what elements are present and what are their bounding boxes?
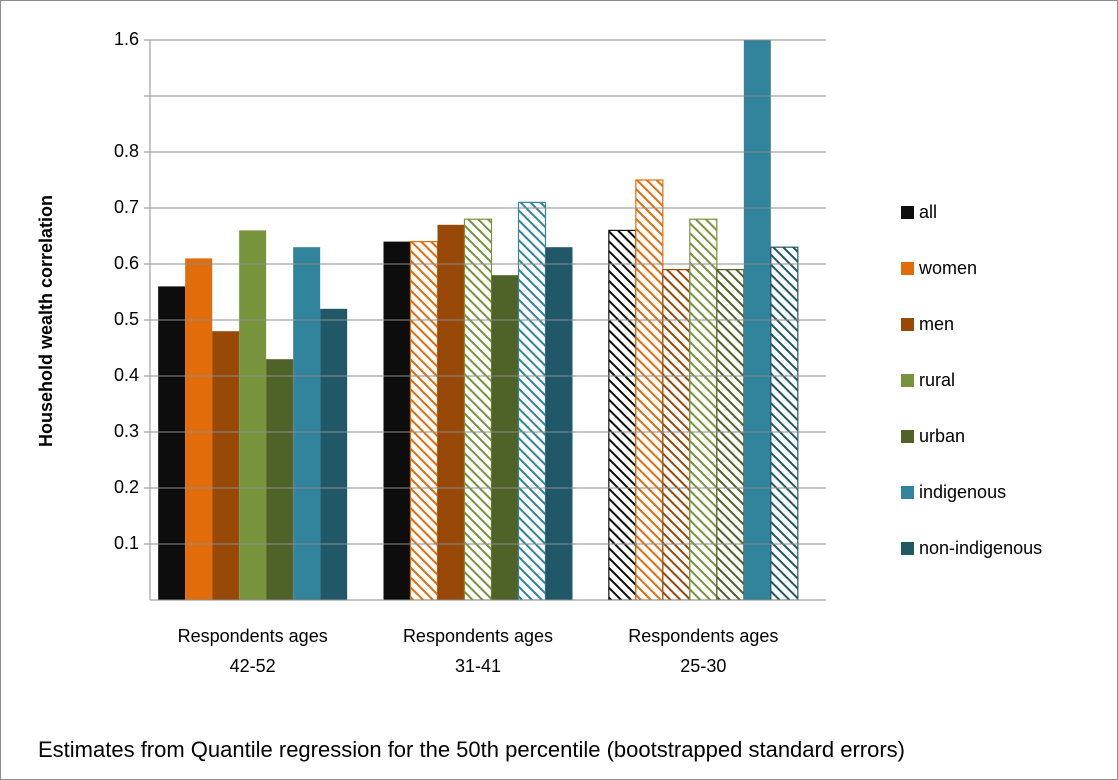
y-tick-label: 0.1 <box>114 533 139 553</box>
bar <box>689 218 718 600</box>
bar <box>185 258 213 600</box>
bar <box>409 241 439 600</box>
bar <box>212 331 240 600</box>
bar <box>770 246 799 600</box>
bar <box>635 179 664 600</box>
legend-label: all <box>919 202 937 222</box>
legend-swatch <box>901 430 914 443</box>
bar <box>743 40 771 600</box>
legend-swatch <box>901 318 914 331</box>
legend-label: women <box>918 258 977 278</box>
legend-swatch <box>901 206 914 219</box>
bar <box>517 201 547 600</box>
legend-label: men <box>919 314 954 334</box>
bar <box>463 218 493 600</box>
y-tick-label: 0.3 <box>114 421 139 441</box>
legend-swatch <box>901 486 914 499</box>
y-axis-title: Household wealth correlation <box>36 195 56 447</box>
legend-label: non-indigenous <box>919 538 1042 558</box>
y-tick-label: 0.5 <box>114 309 139 329</box>
bar <box>293 247 321 600</box>
bar <box>383 241 411 600</box>
y-tick-label: 0.4 <box>114 365 139 385</box>
y-tick-label: 0.2 <box>114 477 139 497</box>
x-tick-label: Respondents ages 31-41 <box>402 626 554 676</box>
x-tick-label: Respondents ages 42-52 <box>177 626 328 676</box>
legend-label: indigenous <box>919 482 1006 502</box>
bar <box>158 286 186 600</box>
y-tick-label: 0.8 <box>114 141 139 161</box>
legend-label: urban <box>919 426 965 446</box>
bar <box>437 224 465 600</box>
bar <box>662 269 691 600</box>
footnote: Estimates from Quantile regression for t… <box>38 737 905 762</box>
bar <box>545 247 573 600</box>
bar <box>491 275 519 600</box>
bar <box>608 229 637 600</box>
bar <box>716 269 745 600</box>
y-tick-label: 0.7 <box>114 197 139 217</box>
legend-swatch <box>901 262 914 275</box>
legend-label: rural <box>919 370 955 390</box>
legend-swatch <box>901 374 914 387</box>
y-tick-label: 0.6 <box>114 253 139 273</box>
bar <box>239 230 267 600</box>
x-tick-label: Respondents ages 25-30 <box>628 626 779 676</box>
bar <box>266 359 294 600</box>
legend-swatch <box>901 542 914 555</box>
y-tick-label: 1.6 <box>114 29 139 49</box>
bar <box>320 308 348 600</box>
